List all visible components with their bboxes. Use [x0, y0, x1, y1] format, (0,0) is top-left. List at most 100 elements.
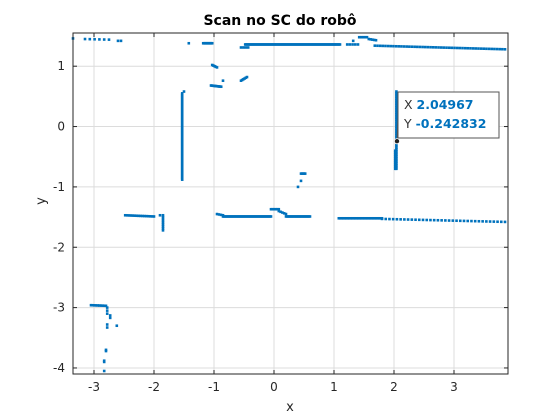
- scan-point: [488, 220, 492, 223]
- scan-point: [363, 35, 367, 39]
- scan-point: [393, 167, 397, 171]
- scan-point: [131, 214, 135, 217]
- scan-point: [395, 121, 398, 125]
- scan-point: [303, 172, 307, 175]
- scan-point: [102, 38, 106, 41]
- scan-point: [442, 46, 446, 49]
- scan-point: [102, 369, 106, 373]
- scan-point: [496, 220, 499, 224]
- scan-point: [367, 37, 371, 41]
- scan-point: [98, 38, 101, 41]
- scan-point: [89, 303, 93, 307]
- scan-point: [395, 125, 398, 128]
- scan-point: [361, 35, 365, 39]
- scan-point: [137, 214, 140, 218]
- x-tick-label: -3: [88, 380, 100, 394]
- scan-point: [105, 306, 109, 309]
- scan-point: [348, 43, 352, 46]
- x-tick-label: -1: [208, 380, 220, 394]
- scan-point: [361, 216, 364, 220]
- scan-point: [393, 151, 397, 154]
- scan-point: [135, 214, 139, 218]
- scan-point: [351, 39, 355, 43]
- scan-point: [338, 43, 342, 46]
- scan-point: [399, 218, 402, 221]
- scan-point: [410, 218, 414, 221]
- scan-point: [485, 47, 488, 51]
- scan-point: [374, 38, 378, 42]
- scan-point: [405, 45, 408, 48]
- scan-point: [417, 218, 421, 222]
- scan-point: [143, 214, 146, 218]
- data-tip-row: Y -0.242832: [403, 116, 486, 131]
- scan-point: [395, 111, 398, 114]
- scan-point: [356, 43, 360, 46]
- scan-point: [308, 215, 312, 218]
- scan-point: [495, 47, 499, 51]
- scan-point: [395, 106, 398, 109]
- scan-point: [372, 38, 376, 42]
- scan-point: [380, 217, 384, 221]
- scan-point: [161, 217, 165, 221]
- scan-point: [384, 217, 388, 221]
- scan-point: [347, 216, 351, 220]
- x-tick-label: 3: [450, 380, 458, 394]
- scan-point: [395, 142, 398, 146]
- scan-point: [462, 219, 466, 223]
- scan-point: [337, 216, 341, 220]
- scan-point: [395, 104, 398, 107]
- scan-point: [395, 116, 398, 120]
- scan-point: [161, 213, 165, 217]
- scan-point: [368, 216, 372, 220]
- scan-point: [98, 304, 101, 307]
- scan-point: [369, 38, 372, 41]
- scan-point: [432, 218, 436, 222]
- scan-point: [451, 219, 455, 222]
- scan-point: [91, 303, 94, 307]
- scan-point: [161, 219, 165, 223]
- scan-point: [391, 217, 395, 221]
- scan-point: [393, 165, 397, 169]
- scan-point: [274, 207, 277, 211]
- scan-point: [503, 220, 507, 224]
- scan-point: [244, 46, 248, 49]
- data-tip-marker[interactable]: [393, 138, 400, 145]
- scan-point: [356, 216, 360, 220]
- scan-point: [381, 44, 385, 48]
- scan-point: [397, 45, 401, 48]
- scan-point: [370, 216, 373, 220]
- scan-point: [395, 95, 398, 99]
- scan-point: [393, 161, 397, 165]
- scan-point: [466, 219, 470, 223]
- scan-point: [115, 324, 119, 328]
- scan-point: [269, 215, 273, 218]
- scan-point: [503, 48, 507, 51]
- scan-point: [354, 43, 357, 46]
- scan-point: [353, 216, 357, 220]
- scan-point: [395, 132, 398, 135]
- scan-point: [221, 79, 225, 82]
- scan-point: [458, 46, 462, 50]
- scan-point: [99, 304, 103, 307]
- data-tip-box[interactable]: [397, 91, 500, 139]
- scan-point: [129, 214, 133, 217]
- scan-point: [96, 304, 99, 307]
- scan-point: [393, 157, 397, 161]
- scan-point: [493, 47, 496, 51]
- scan-point: [338, 216, 342, 220]
- scan-point: [103, 304, 106, 308]
- scan-point: [466, 46, 470, 50]
- scan-point: [386, 44, 390, 48]
- scan-point: [94, 304, 98, 307]
- scan-point: [215, 212, 219, 216]
- scan-point: [395, 217, 399, 221]
- scan-point: [434, 46, 438, 49]
- scan-point: [365, 216, 369, 220]
- scan-point: [471, 47, 475, 50]
- scan-point: [421, 218, 425, 222]
- scan-point: [269, 207, 273, 211]
- scan-point: [436, 218, 440, 222]
- scan-point: [477, 47, 480, 50]
- scan-point: [123, 213, 127, 217]
